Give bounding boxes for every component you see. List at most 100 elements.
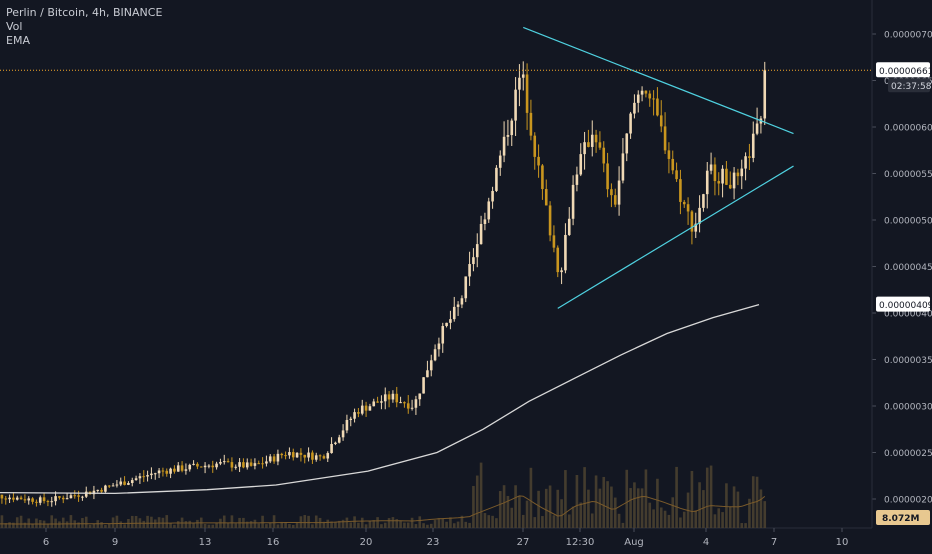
volume-bar — [713, 514, 717, 528]
volume-bar — [429, 523, 433, 528]
candle-body — [590, 134, 594, 147]
volume-bar — [633, 482, 636, 528]
volume-bar — [525, 500, 529, 528]
volume-bar — [694, 510, 698, 528]
volume-bar — [652, 509, 655, 528]
candle-body — [360, 405, 364, 414]
volume-bar — [226, 522, 230, 528]
candle-body — [464, 276, 468, 299]
candle-body — [506, 135, 510, 137]
candle-body — [602, 147, 606, 164]
volume-bar — [383, 522, 387, 528]
candle-body — [345, 419, 349, 431]
triangle-upper-trendline[interactable] — [523, 26, 794, 135]
volume-bar — [322, 521, 326, 528]
volume-bar — [571, 506, 575, 528]
volume-bar — [422, 523, 425, 528]
volume-bar — [169, 523, 172, 528]
candle-body — [376, 401, 379, 403]
candle-body — [161, 470, 165, 472]
volume-bar — [58, 521, 61, 528]
candle-body — [621, 153, 625, 181]
candle-body — [50, 501, 54, 503]
candle-body — [556, 247, 560, 273]
volume-bar — [207, 524, 211, 528]
candle-body — [307, 452, 310, 458]
volume-bar — [81, 518, 84, 528]
candle-body — [299, 452, 303, 455]
candle-body — [395, 393, 399, 403]
volume-bar — [587, 489, 590, 528]
candle-body — [169, 468, 172, 474]
volume-bar — [69, 515, 73, 528]
candle-body — [571, 184, 575, 219]
candle-body — [100, 489, 103, 492]
volume-bar — [521, 514, 525, 528]
x-axis-tick-label: 27 — [517, 537, 530, 548]
volume-bar — [556, 489, 560, 528]
x-axis-tick-label: 23 — [427, 537, 440, 548]
candle-body — [380, 401, 383, 403]
volume-bar — [372, 520, 376, 528]
candle-body — [46, 501, 50, 503]
candle-body — [598, 142, 602, 148]
candle-body — [705, 170, 709, 195]
candle-body — [671, 158, 675, 171]
volume-bar — [107, 523, 111, 528]
candle-body — [73, 495, 77, 497]
x-axis-tick-label: 13 — [199, 537, 212, 548]
volume-bar — [157, 517, 161, 528]
volume-bar — [46, 523, 50, 528]
candle-body — [495, 167, 498, 191]
candle-body — [690, 211, 694, 232]
ema-indicator-label[interactable]: EMA — [6, 34, 30, 47]
candle-body — [180, 465, 184, 471]
volume-bar — [740, 523, 744, 528]
volume-indicator-label[interactable]: Vol — [6, 20, 23, 33]
volume-bar — [326, 519, 330, 528]
candle-body — [157, 470, 161, 474]
volume-bar — [84, 516, 88, 528]
candle-body — [441, 326, 445, 344]
volume-bar — [590, 513, 594, 528]
candle-body — [349, 418, 353, 420]
candle-body — [146, 475, 149, 477]
volume-bar — [376, 517, 379, 528]
volume-bar — [403, 522, 406, 528]
volume-bar — [567, 514, 571, 528]
volume-bar — [146, 515, 149, 528]
candle-body — [334, 442, 337, 444]
volume-bar — [19, 515, 23, 528]
candle-body — [153, 473, 157, 475]
volume-bar — [134, 516, 138, 528]
volume-bar — [744, 523, 747, 528]
candle-body — [702, 194, 705, 208]
candle-body — [123, 481, 126, 485]
volume-bar — [100, 522, 103, 528]
candle-body — [748, 156, 751, 158]
candle-body — [521, 74, 525, 78]
volume-bar — [119, 521, 123, 528]
volume-bar — [249, 521, 253, 528]
candle-body — [406, 403, 410, 409]
current-price-label-bg — [876, 62, 930, 78]
volume-bar — [307, 515, 310, 528]
candle-body — [456, 304, 460, 307]
candle-body — [744, 156, 747, 169]
volume-bar — [552, 515, 556, 528]
candle-body — [529, 112, 533, 136]
candle-body — [203, 465, 207, 468]
symbol-title[interactable]: Perlin / Bitcoin, 4h, BINANCE — [6, 6, 163, 19]
triangle-lower-trendline[interactable] — [557, 165, 794, 309]
candle-body — [272, 456, 276, 462]
ema-line — [0, 303, 760, 495]
candle-body — [303, 454, 307, 458]
candle-body — [84, 491, 88, 497]
candle-body — [548, 205, 552, 236]
x-axis-tick-label: 20 — [360, 537, 373, 548]
